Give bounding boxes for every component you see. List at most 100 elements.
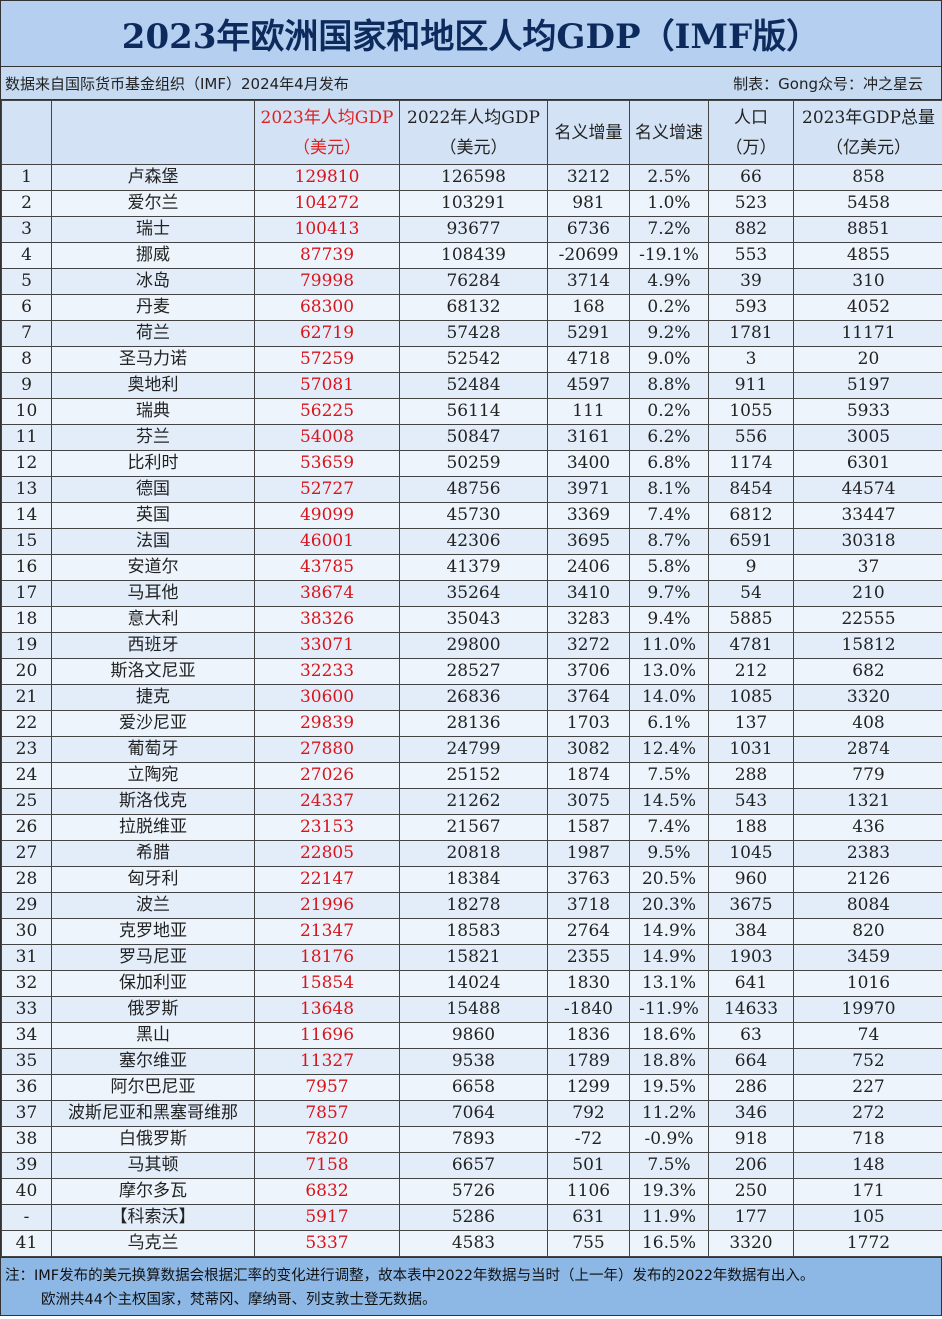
cell-rank: 5	[1, 268, 52, 295]
cell-country: 荷兰	[51, 320, 255, 347]
cell-rank: 34	[1, 1022, 52, 1049]
cell-nominal-increase: 3718	[547, 892, 630, 919]
footnote: 注：IMF发布的美元换算数据会根据汇率的变化进行调整，故本表中2022年数据与当…	[1, 1257, 941, 1315]
cell-nominal-increase: 1299	[547, 1074, 630, 1101]
cell-population: 177	[708, 1204, 794, 1231]
cell-rank: 8	[1, 346, 52, 373]
cell-nominal-growth: 7.4%	[629, 502, 709, 529]
cell-country: 拉脱维亚	[51, 814, 255, 841]
cell-gdp-total-2023: 37	[793, 554, 942, 581]
cell-rank: 10	[1, 398, 52, 425]
cell-gdp-total-2023: 20	[793, 346, 942, 373]
header-label: 2022年人均GDP	[407, 107, 540, 128]
cell-nominal-growth: 0.2%	[629, 294, 709, 321]
table-row: 17 马耳他 38674 35264 3410 9.7% 54 210	[1, 580, 942, 607]
header-nominal-growth: 名义增速	[629, 100, 709, 165]
cell-nominal-increase: 1836	[547, 1022, 630, 1049]
cell-gdp-total-2023: 5458	[793, 190, 942, 217]
cell-nominal-growth: 9.4%	[629, 606, 709, 633]
cell-nominal-increase: 3161	[547, 424, 630, 451]
cell-nominal-growth: 4.9%	[629, 268, 709, 295]
cell-gdp-per-capita-2022: 24799	[399, 736, 548, 763]
cell-nominal-growth: 9.2%	[629, 320, 709, 347]
header-country	[51, 100, 255, 165]
cell-rank: 9	[1, 372, 52, 399]
header-label: 名义增量	[554, 122, 623, 143]
cell-gdp-per-capita-2023: 7857	[254, 1100, 400, 1127]
cell-nominal-growth: 20.5%	[629, 866, 709, 893]
header-label: （美元）	[439, 137, 508, 158]
table-row: 25 斯洛伐克 24337 21262 3075 14.5% 543 1321	[1, 788, 942, 815]
cell-population: 960	[708, 866, 794, 893]
cell-gdp-per-capita-2023: 104272	[254, 190, 400, 217]
subtitle-bar: 数据来自国际货币基金组织（IMF）2024年4月发布 制表：Gong众号：冲之星…	[1, 67, 941, 100]
cell-nominal-increase: 1703	[547, 710, 630, 737]
header-label: 2023年GDP总量	[802, 107, 935, 128]
cell-country: 卢森堡	[51, 164, 255, 191]
cell-country: 乌克兰	[51, 1230, 255, 1257]
cell-nominal-increase: -1840	[547, 996, 630, 1023]
cell-nominal-growth: 18.6%	[629, 1022, 709, 1049]
cell-country: 波兰	[51, 892, 255, 919]
cell-rank: 15	[1, 528, 52, 555]
cell-nominal-growth: 5.8%	[629, 554, 709, 581]
cell-nominal-growth: 8.8%	[629, 372, 709, 399]
cell-gdp-per-capita-2022: 93677	[399, 216, 548, 243]
cell-population: 1045	[708, 840, 794, 867]
cell-gdp-total-2023: 2874	[793, 736, 942, 763]
cell-rank: 30	[1, 918, 52, 945]
cell-population: 66	[708, 164, 794, 191]
cell-country: 罗马尼亚	[51, 944, 255, 971]
cell-gdp-total-2023: 22555	[793, 606, 942, 633]
cell-gdp-total-2023: 820	[793, 918, 942, 945]
cell-gdp-per-capita-2022: 6657	[399, 1152, 548, 1179]
cell-nominal-growth: 8.7%	[629, 528, 709, 555]
cell-nominal-growth: 8.1%	[629, 476, 709, 503]
cell-nominal-growth: 9.5%	[629, 840, 709, 867]
footnote-line-2: 欧洲共44个主权国家，梵蒂冈、摩纳哥、列支敦士登无数据。	[41, 1292, 437, 1308]
cell-gdp-total-2023: 171	[793, 1178, 942, 1205]
header-label: （万）	[725, 137, 777, 158]
cell-gdp-per-capita-2023: 79998	[254, 268, 400, 295]
cell-nominal-growth: 19.5%	[629, 1074, 709, 1101]
cell-country: 斯洛伐克	[51, 788, 255, 815]
cell-rank: 33	[1, 996, 52, 1023]
cell-nominal-increase: 1587	[547, 814, 630, 841]
table-row: 5 冰岛 79998 76284 3714 4.9% 39 310	[1, 268, 942, 295]
cell-population: 1903	[708, 944, 794, 971]
cell-population: 286	[708, 1074, 794, 1101]
cell-nominal-increase: 4597	[547, 372, 630, 399]
cell-rank: 27	[1, 840, 52, 867]
cell-nominal-growth: 12.4%	[629, 736, 709, 763]
cell-nominal-increase: 792	[547, 1100, 630, 1127]
cell-nominal-growth: -11.9%	[629, 996, 709, 1023]
cell-rank: 32	[1, 970, 52, 997]
cell-nominal-growth: 0.2%	[629, 398, 709, 425]
cell-gdp-total-2023: 33447	[793, 502, 942, 529]
cell-gdp-per-capita-2022: 35264	[399, 580, 548, 607]
cell-nominal-growth: -19.1%	[629, 242, 709, 269]
table-row: 2 爱尔兰 104272 103291 981 1.0% 523 5458	[1, 190, 942, 217]
cell-nominal-increase: 1874	[547, 762, 630, 789]
cell-gdp-per-capita-2022: 103291	[399, 190, 548, 217]
cell-population: 3320	[708, 1230, 794, 1257]
cell-population: 1781	[708, 320, 794, 347]
cell-country: 立陶宛	[51, 762, 255, 789]
cell-gdp-per-capita-2023: 54008	[254, 424, 400, 451]
table-row: 8 圣马力诺 57259 52542 4718 9.0% 3 20	[1, 346, 942, 373]
cell-country: 冰岛	[51, 268, 255, 295]
header-gdp-per-capita-2023: 2023年人均GDP （美元）	[254, 100, 400, 165]
cell-gdp-per-capita-2023: 49099	[254, 502, 400, 529]
cell-population: 593	[708, 294, 794, 321]
cell-country: 安道尔	[51, 554, 255, 581]
cell-country: 英国	[51, 502, 255, 529]
cell-gdp-per-capita-2022: 15488	[399, 996, 548, 1023]
cell-rank: 22	[1, 710, 52, 737]
header-label: 2023年人均GDP	[260, 107, 394, 128]
cell-nominal-increase: 4718	[547, 346, 630, 373]
cell-rank: 3	[1, 216, 52, 243]
cell-gdp-per-capita-2023: 32233	[254, 658, 400, 685]
cell-nominal-growth: 14.9%	[629, 944, 709, 971]
cell-nominal-growth: 1.0%	[629, 190, 709, 217]
